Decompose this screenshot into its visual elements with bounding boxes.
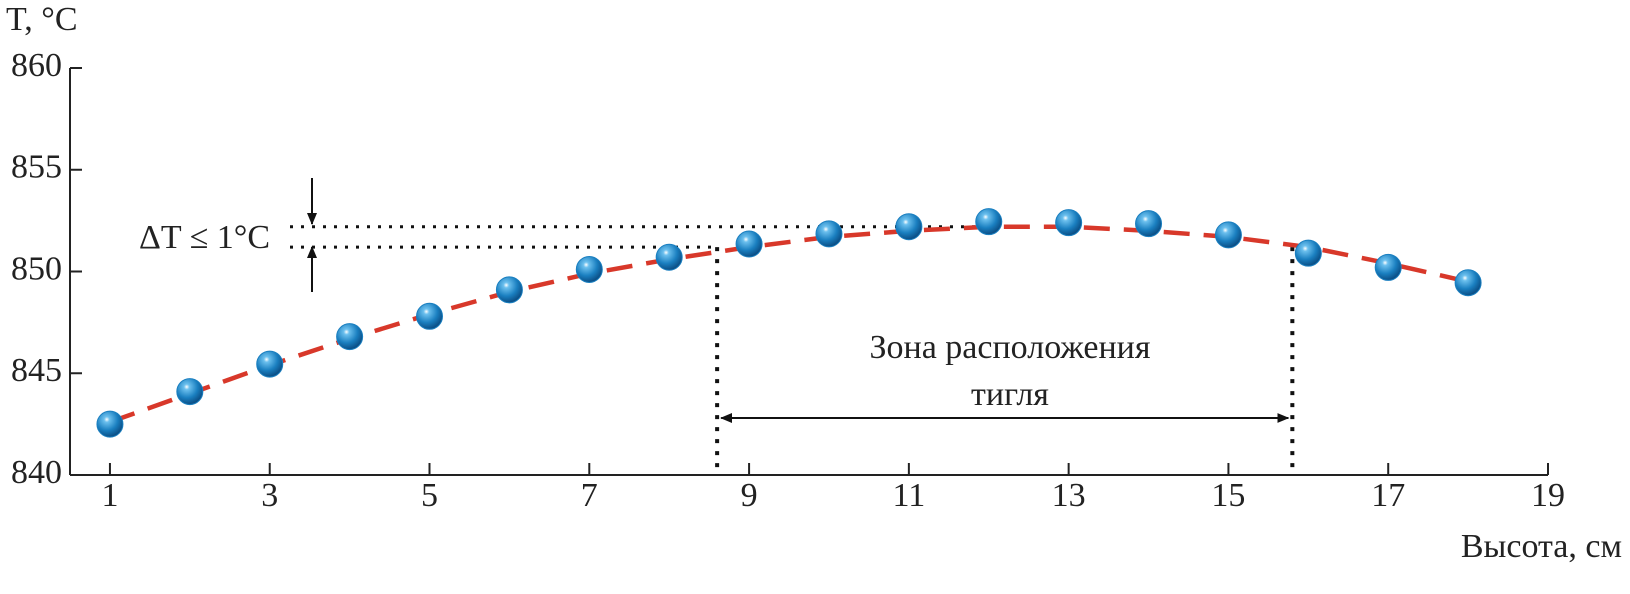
data-point bbox=[256, 350, 284, 378]
y-tick-label: 845 bbox=[11, 352, 62, 389]
data-point bbox=[495, 276, 523, 304]
x-axis-label: Высота, см bbox=[1461, 528, 1622, 565]
x-tick-label: 19 bbox=[1531, 477, 1565, 514]
x-tick-label: 9 bbox=[741, 477, 758, 514]
data-point bbox=[815, 220, 843, 248]
x-tick-label: 11 bbox=[892, 477, 925, 514]
y-tick-label: 850 bbox=[11, 250, 62, 287]
x-tick-label: 15 bbox=[1211, 477, 1245, 514]
data-point bbox=[1374, 253, 1402, 281]
zone-label: Зона расположения bbox=[869, 329, 1150, 366]
data-point bbox=[336, 323, 364, 351]
fit-line bbox=[109, 224, 1469, 425]
data-point bbox=[575, 255, 603, 283]
data-point bbox=[416, 302, 444, 330]
data-point bbox=[975, 208, 1003, 236]
data-point bbox=[1214, 221, 1242, 249]
data-point bbox=[176, 378, 204, 406]
x-tick-label: 13 bbox=[1052, 477, 1086, 514]
delta-label: ΔT ≤ 1°C bbox=[139, 219, 270, 256]
data-point bbox=[1454, 269, 1482, 297]
x-tick-label: 1 bbox=[101, 477, 118, 514]
y-tick-label: 860 bbox=[11, 47, 62, 84]
data-point bbox=[1135, 210, 1163, 238]
data-point bbox=[895, 213, 923, 241]
data-point bbox=[735, 230, 763, 258]
y-axis-label: T, °C bbox=[6, 1, 78, 38]
data-point bbox=[655, 243, 683, 271]
x-tick-label: 17 bbox=[1371, 477, 1405, 514]
y-tick-label: 840 bbox=[11, 454, 62, 491]
x-tick-label: 7 bbox=[581, 477, 598, 514]
y-tick-label: 855 bbox=[11, 149, 62, 186]
x-tick-label: 5 bbox=[421, 477, 438, 514]
data-point bbox=[1055, 209, 1083, 237]
data-point bbox=[96, 410, 124, 438]
data-point bbox=[1294, 239, 1322, 267]
zone-label: тигля bbox=[971, 376, 1049, 413]
x-tick-label: 3 bbox=[261, 477, 278, 514]
